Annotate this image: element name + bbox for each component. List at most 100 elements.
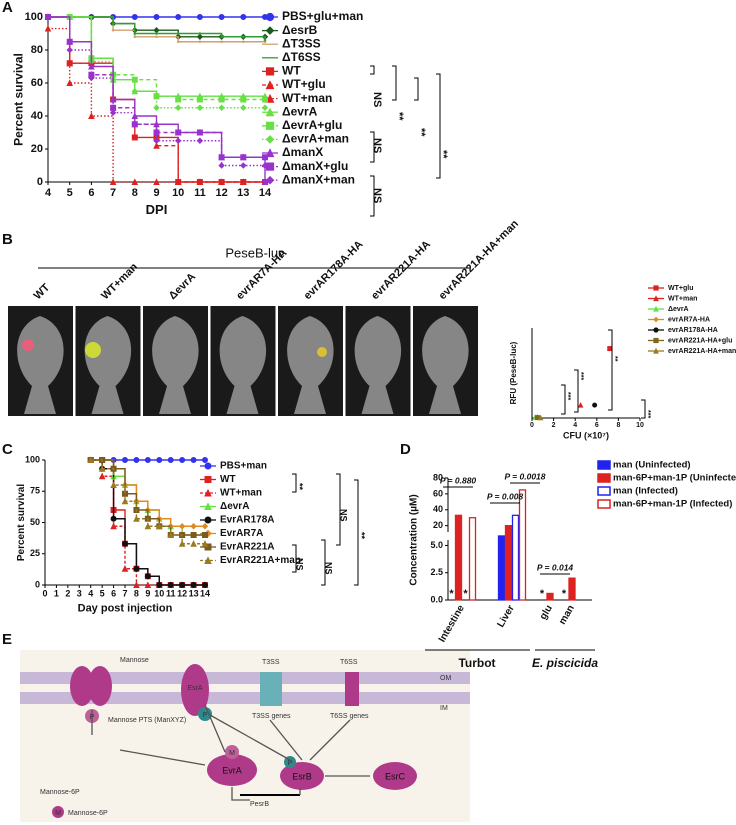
- legend-marker: [265, 67, 275, 76]
- point: [239, 178, 247, 185]
- point: [133, 457, 140, 463]
- legend-marker: [204, 556, 212, 564]
- x-tick-label: 5: [100, 588, 105, 598]
- label: EsrB: [292, 771, 312, 781]
- bar: [497, 535, 506, 601]
- legend-marker: [265, 26, 275, 35]
- point: [202, 532, 208, 538]
- point: [190, 532, 197, 538]
- significance-label: ***: [644, 410, 651, 418]
- x-tick-label: 2: [65, 588, 70, 598]
- significance-label: NS: [339, 509, 349, 522]
- significance-bracket: [336, 473, 341, 546]
- y-tick-label: 60: [31, 77, 43, 89]
- legend-label: ΔesrB: [282, 23, 318, 37]
- panel-label: C: [2, 441, 13, 458]
- label: Mannose-6P: [68, 810, 108, 817]
- t3ss-apparatus: [260, 672, 282, 706]
- bar: [454, 514, 463, 601]
- point: [240, 162, 247, 169]
- legend-marker: [265, 80, 275, 90]
- legend-marker: [204, 488, 212, 497]
- point: [240, 154, 247, 161]
- legend-marker: [265, 12, 275, 22]
- evra-protein: [207, 754, 257, 786]
- x-tick-label: 7: [110, 187, 116, 199]
- panel-label: D: [400, 441, 411, 458]
- x-tick-label: 12: [177, 588, 187, 598]
- significance-label: ***: [564, 392, 571, 400]
- x-axis-label: Day post injection: [78, 602, 173, 614]
- point: [156, 457, 163, 463]
- x-tick-label: Intestine: [437, 603, 467, 644]
- image-label: ΔevrA: [167, 271, 198, 302]
- point: [98, 472, 106, 480]
- arrows: [91, 704, 370, 801]
- x-tick-label: 5: [67, 187, 73, 199]
- label: OM: [440, 675, 451, 682]
- legend-marker: [653, 285, 659, 291]
- point: [190, 523, 197, 530]
- survival-step: [90, 459, 205, 586]
- point: [174, 178, 182, 185]
- point: [261, 162, 269, 169]
- legend-marker: [265, 175, 275, 185]
- x-tick-label: 10: [636, 422, 644, 429]
- legend-label: ΔT3SS: [282, 36, 321, 50]
- fish-silhouette: [84, 316, 132, 414]
- point: [44, 24, 52, 32]
- p-value: P = 0.0018: [504, 471, 545, 481]
- x-tick-label: 6: [111, 588, 116, 598]
- point: [176, 40, 180, 44]
- fish-silhouette: [219, 316, 267, 414]
- point: [167, 457, 174, 463]
- point: [156, 582, 163, 588]
- point: [196, 14, 203, 20]
- pts-protein: [88, 666, 112, 706]
- significance-label: NS: [371, 92, 383, 107]
- legend-label: WT: [220, 474, 236, 485]
- point: [607, 346, 613, 352]
- point: [196, 178, 204, 185]
- point: [198, 40, 202, 44]
- legend-marker: [265, 135, 275, 144]
- x-tick-label: 8: [616, 422, 620, 429]
- point: [262, 96, 268, 103]
- significance-bracket: [574, 369, 579, 413]
- point: [175, 96, 182, 103]
- x-tick-label: 6: [88, 187, 94, 199]
- x-tick-label: 10: [172, 187, 184, 199]
- legend-label: EvrAR178A: [220, 515, 274, 526]
- x-tick-label: glu: [538, 603, 555, 621]
- t6ss-apparatus: [345, 672, 359, 706]
- point: [167, 531, 175, 538]
- phospho-marker: [198, 707, 212, 721]
- legend-swatch: [597, 460, 611, 470]
- legend-label: WT+man: [220, 488, 262, 499]
- image-label: evrAR178A-HA: [302, 238, 366, 302]
- image-label: evrAR221A-HA: [369, 238, 433, 302]
- point: [218, 14, 225, 20]
- point: [88, 74, 95, 82]
- legend-label: PBS+glu+man: [282, 9, 363, 23]
- legend-marker: [265, 107, 275, 117]
- image-label: WT+man: [99, 261, 140, 302]
- point: [240, 14, 247, 20]
- significance-bracket: [292, 544, 297, 573]
- point: [240, 104, 247, 111]
- significance-label: **: [357, 532, 367, 540]
- point: [131, 121, 139, 128]
- significance-bracket: [641, 399, 646, 419]
- point: [122, 457, 128, 463]
- point: [175, 129, 182, 136]
- null-marker: *: [540, 588, 545, 600]
- null-marker: *: [449, 588, 454, 600]
- point: [44, 13, 52, 21]
- point: [537, 414, 544, 421]
- panel-header: PeseB-luc: [225, 245, 285, 260]
- point: [110, 481, 117, 488]
- point: [190, 457, 197, 463]
- significance-bracket: [370, 65, 375, 75]
- significance-label: NS: [295, 558, 305, 571]
- y-axis-label: RFU (PeseB-luc): [509, 341, 518, 404]
